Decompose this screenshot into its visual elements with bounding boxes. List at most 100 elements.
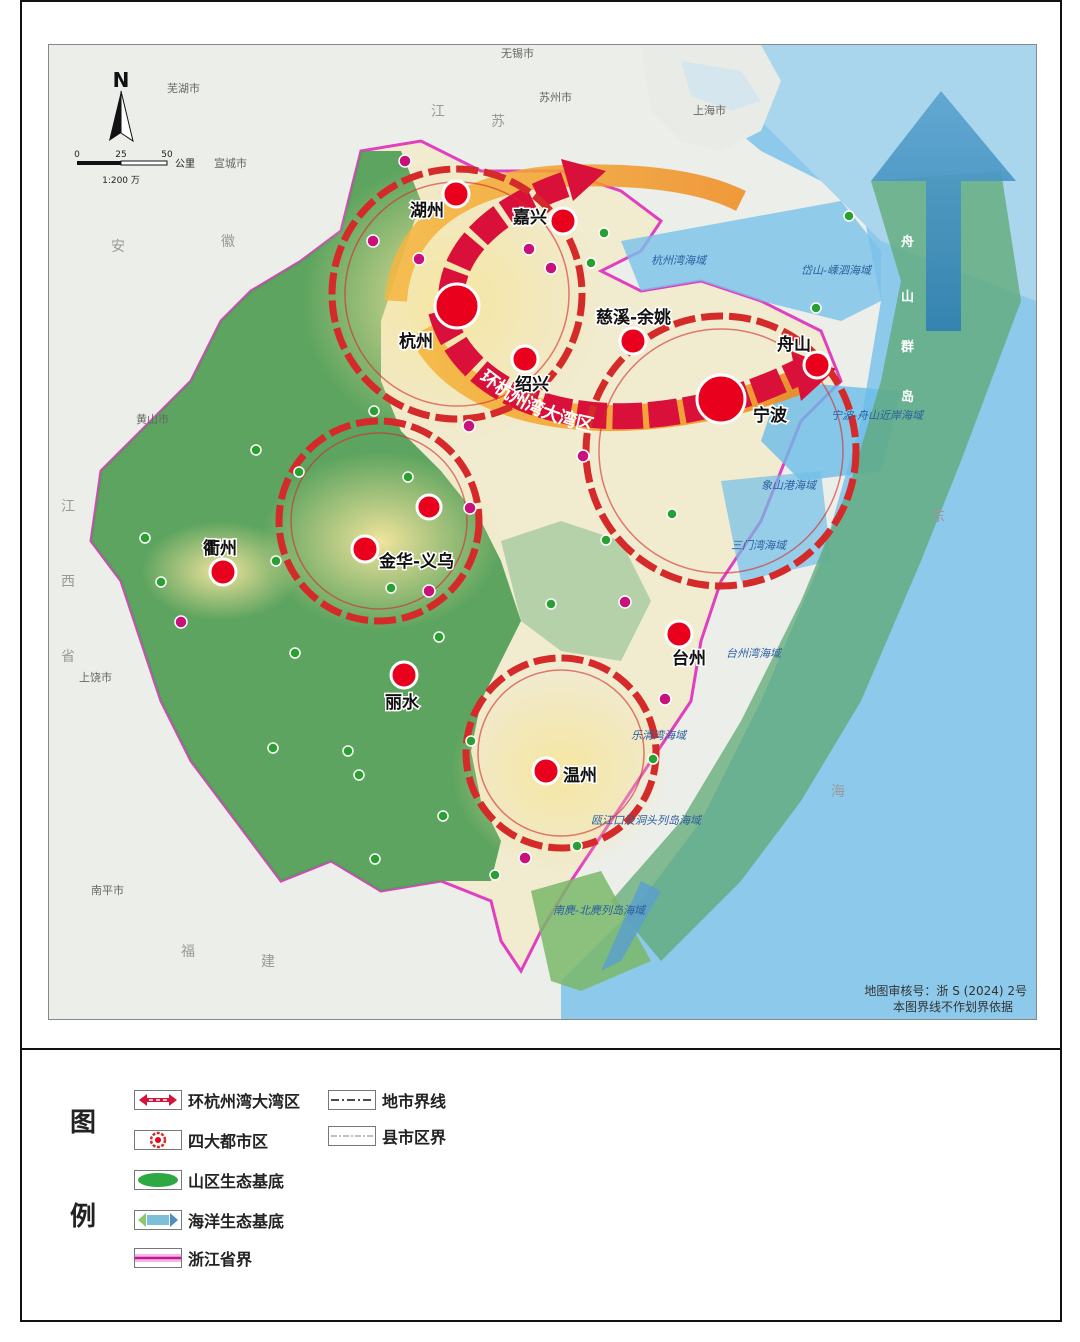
city-label-lishui: 丽水 (385, 692, 420, 713)
legend-title-bottom: 例 (70, 1202, 97, 1232)
ocean-arrow (871, 91, 1016, 331)
city-label-ningbo: 宁波 (753, 405, 788, 426)
sea-area-nbzs: 宁波-舟山近岸海域 (831, 409, 925, 422)
north-label: N (113, 68, 130, 92)
lishui-dot (389, 660, 419, 690)
jinhua-glow (261, 451, 501, 631)
region-xi: 西 (61, 574, 75, 590)
legend-label-county-boundary: 县市区界 (382, 1128, 447, 1147)
legend-label-metro: 四大都市区 (188, 1132, 269, 1151)
shaoxing-dot (510, 344, 540, 374)
hangzhou-dot (433, 282, 481, 330)
city-label-jinhua: 金华-义乌 (378, 551, 454, 572)
huzhou-dot (441, 179, 471, 209)
sea-area-sanmen: 三门湾海域 (731, 539, 788, 552)
city-label-jiaxing: 嘉兴 (512, 207, 547, 228)
north-arrow (109, 90, 134, 143)
city-label-wenzhou: 温州 (563, 766, 597, 786)
bay-area-swatch (134, 1090, 182, 1110)
svg-text:群: 群 (901, 339, 914, 355)
sea-area-oujiang: 瓯江口及洞头列岛海域 (591, 814, 703, 827)
city-label-shaoxing: 绍兴 (515, 374, 549, 395)
pink-county-dots (174, 154, 672, 865)
region-jian: 建 (261, 954, 275, 970)
city-dots (208, 179, 832, 786)
hzw-sea-zone (621, 201, 881, 321)
city-label-quzhou: 衢州 (203, 538, 237, 559)
city-label-taizhou: 台州 (672, 648, 706, 669)
hangzhou-metro-ring (328, 165, 586, 423)
jinhua-metro-ring (275, 417, 483, 625)
mountain-swatch (134, 1170, 182, 1190)
sea-area-daishan: 岱山-嵊泗海域 (801, 264, 873, 277)
county-boundary-swatch (328, 1126, 376, 1146)
legend-item-mountain: 山区生态基底 (134, 1168, 284, 1192)
region-sheng: 省 (61, 649, 75, 665)
map-frame (20, 0, 1062, 1322)
green-town-dots (139, 210, 855, 881)
scale-tick-0: 0 (74, 150, 80, 160)
yiwu-dot (415, 493, 443, 521)
scale-tick-50: 50 (161, 150, 173, 160)
jinhua-dot (350, 534, 380, 564)
sea-area-nanji: 南麂-北麂列岛海域 (553, 904, 647, 917)
metro-swatch (134, 1130, 182, 1150)
province-boundary-swatch (134, 1248, 182, 1268)
svg-text:山: 山 (901, 289, 914, 305)
legend-label-province-boundary: 浙江省界 (188, 1250, 253, 1269)
sea-dong: 东 (931, 509, 945, 525)
city-label-zhoushan: 舟山 (777, 334, 811, 355)
city-label-huzhou: 湖州 (410, 201, 444, 221)
place-nanping: 南平市 (91, 883, 124, 897)
region-fu: 福 (181, 944, 195, 960)
sea-area-hzw: 杭州湾海域 (651, 254, 708, 267)
wenzhou-glow (451, 671, 671, 871)
legend-label-marine: 海洋生态基底 (188, 1212, 285, 1231)
place-xuancheng: 宣城市 (214, 156, 247, 170)
disclaimer: 本图界线不作划界依据 (893, 999, 1013, 1014)
legend-item-bay-area: 环杭州湾大湾区 (134, 1088, 300, 1112)
legend-item-metro: 四大都市区 (134, 1128, 268, 1152)
bay-corridor-arrow-north (561, 159, 606, 201)
legend-label-city-boundary: 地市界线 (382, 1092, 447, 1111)
region-jiang: 江 (431, 104, 445, 120)
legend-item-marine: 海洋生态基底 (134, 1208, 284, 1232)
city-label-cixi: 慈溪-余姚 (596, 307, 671, 328)
ningbo-dot (695, 373, 747, 425)
place-huangshan: 黄山市 (136, 412, 169, 426)
place-shangrao: 上饶市 (79, 670, 112, 684)
south-ocean-arrow (601, 881, 661, 971)
scale-tick-25: 25 (115, 150, 126, 160)
legend-label-bay-area: 环杭州湾大湾区 (188, 1092, 301, 1111)
zhoushan-dot (802, 350, 832, 380)
city-label-hangzhou: 杭州 (399, 331, 433, 352)
wenzhou-metro-ring (462, 654, 660, 852)
place-wuhu: 芜湖市 (167, 81, 200, 95)
sea-area-xiangshan: 象山港海域 (761, 479, 818, 492)
svg-text:岛: 岛 (901, 389, 914, 405)
region-an: 安 (111, 239, 125, 255)
legend-item-province-boundary: 浙江省界 (134, 1246, 252, 1270)
legend-item-county-boundary: 县市区界 (328, 1124, 446, 1148)
bay-corridor-upper (438, 168, 580, 302)
legend-title-top: 图 (70, 1108, 97, 1138)
region-hui: 徽 (221, 234, 235, 250)
marine-ecology-band (611, 171, 1021, 961)
scale-ratio: 1:200 万 (102, 176, 140, 186)
taizhou-dot (664, 619, 694, 649)
yangtze-estuary (681, 61, 761, 111)
map-canvas: N 0 25 50 公里 1:200 万 无锡市 苏州市 芜湖市 上海市 宣城市… (49, 45, 1036, 1019)
wenzhou-dot (531, 756, 561, 786)
place-wuxi: 无锡市 (501, 46, 534, 60)
quzhou-dot (208, 557, 238, 587)
mountain-ecology-patch (501, 521, 651, 661)
svg-text:舟: 舟 (901, 234, 914, 250)
place-shanghai: 上海市 (693, 103, 726, 117)
cixi-dot (618, 326, 648, 356)
planning-map: N 0 25 50 公里 1:200 万 无锡市 苏州市 芜湖市 上海市 宣城市… (48, 44, 1037, 1020)
place-suzhou: 苏州市 (539, 90, 572, 104)
jiaxing-dot (548, 206, 578, 236)
approval-number: 地图审核号：浙 S (2024) 2号 (864, 983, 1027, 998)
region-su: 苏 (491, 114, 505, 130)
region-jiang2: 江 (61, 499, 75, 515)
